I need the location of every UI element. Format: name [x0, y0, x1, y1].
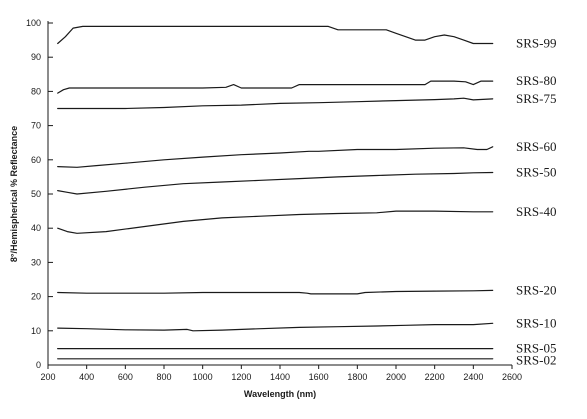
y-tick-label: 100 [26, 18, 41, 28]
y-tick-label: 70 [31, 121, 41, 131]
series-label-srs-20: SRS-20 [516, 282, 556, 297]
series-line-srs-60 [57, 146, 494, 168]
y-tick-label: 0 [36, 360, 41, 370]
series-labels: SRS-99 SRS-80 SRS-75 SRS-60 SRS-50 SRS-40 SRS-… [516, 36, 556, 368]
y-tick-label: 50 [31, 189, 41, 199]
series-label-srs-50: SRS-50 [516, 164, 556, 179]
x-tick-label: 200 [40, 372, 55, 382]
series-label-srs-02: SRS-02 [516, 353, 556, 368]
y-tick-label: 40 [31, 223, 41, 233]
series-line-srs-99 [57, 25, 494, 45]
x-tick-label: 1200 [231, 372, 251, 382]
series-label-srs-99: SRS-99 [516, 36, 556, 51]
series-label-srs-60: SRS-60 [516, 139, 556, 154]
x-tick-label: 2200 [425, 372, 445, 382]
y-tick-label: 80 [31, 86, 41, 96]
series-label-srs-10: SRS-10 [516, 315, 556, 330]
x-tick-label: 1800 [347, 372, 367, 382]
series-label-srs-05: SRS-05 [516, 341, 556, 356]
y-tick-label: 60 [31, 155, 41, 165]
x-tick-label: 2400 [463, 372, 483, 382]
series-line-srs-10 [57, 322, 494, 332]
series-line-srs-40 [57, 210, 494, 234]
x-tick-label: 800 [156, 372, 171, 382]
x-tick-label: 1000 [193, 372, 213, 382]
series-line-srs-75 [57, 97, 494, 110]
series-line-srs-50 [57, 171, 494, 195]
x-tick-label: 600 [118, 372, 133, 382]
series-line-srs-20 [57, 289, 494, 295]
series-label-srs-80: SRS-80 [516, 73, 556, 88]
x-axis-title: Wavelength (nm) [244, 389, 316, 399]
x-tick-label: 400 [79, 372, 94, 382]
chart-axes: 0 10 20 30 40 50 60 70 80 90 100 200 400 600 800 1000 12… [26, 18, 522, 382]
series-lines [57, 25, 494, 360]
y-tick-label: 30 [31, 257, 41, 267]
x-tick-label: 1400 [270, 372, 290, 382]
y-axis-title: 8°/Hemispherical % Reflectance [9, 126, 19, 262]
series-label-srs-40: SRS-40 [516, 204, 556, 219]
x-tick-label: 1600 [309, 372, 329, 382]
y-tick-label: 10 [31, 326, 41, 336]
y-tick-label: 20 [31, 292, 41, 302]
series-line-srs-80 [57, 80, 494, 94]
x-tick-label: 2600 [502, 372, 522, 382]
x-tick-label: 2000 [386, 372, 406, 382]
y-tick-label: 90 [31, 52, 41, 62]
series-label-srs-75: SRS-75 [516, 91, 556, 106]
